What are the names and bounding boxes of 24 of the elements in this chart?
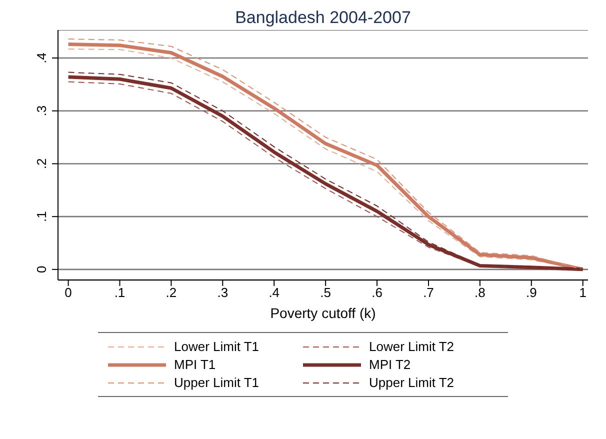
x-axis-title: Poverty cutoff (k) — [270, 305, 376, 321]
y-tick-label: .2 — [34, 158, 49, 170]
x-tick-label: .6 — [372, 285, 382, 300]
x-tick-label: .9 — [526, 285, 537, 300]
x-tick-label: .3 — [217, 285, 228, 300]
x-tick-label: .2 — [166, 285, 177, 300]
legend-label: Lower Limit T1 — [174, 339, 260, 354]
legend-label: Upper Limit T2 — [369, 375, 454, 390]
x-tick-label: .8 — [474, 285, 486, 300]
y-tick-label: .4 — [34, 52, 49, 64]
y-tick-label: 0 — [34, 266, 49, 274]
y-tick-label: .3 — [34, 105, 49, 116]
x-tick-label: .5 — [320, 285, 331, 300]
legend-label: Lower Limit T2 — [369, 339, 454, 354]
x-tick-label: 0 — [64, 285, 72, 300]
x-tick-label: .4 — [268, 285, 280, 300]
legend-label: MPI T1 — [174, 357, 216, 372]
y-tick-label: .1 — [34, 211, 49, 222]
x-tick-label: 1 — [579, 285, 586, 300]
legend-label: MPI T2 — [369, 357, 411, 372]
legend-label: Upper Limit T1 — [174, 375, 260, 390]
chart-title: Bangladesh 2004-2007 — [234, 8, 412, 29]
x-tick-label: .7 — [423, 285, 434, 300]
x-tick-label: .1 — [114, 285, 126, 300]
